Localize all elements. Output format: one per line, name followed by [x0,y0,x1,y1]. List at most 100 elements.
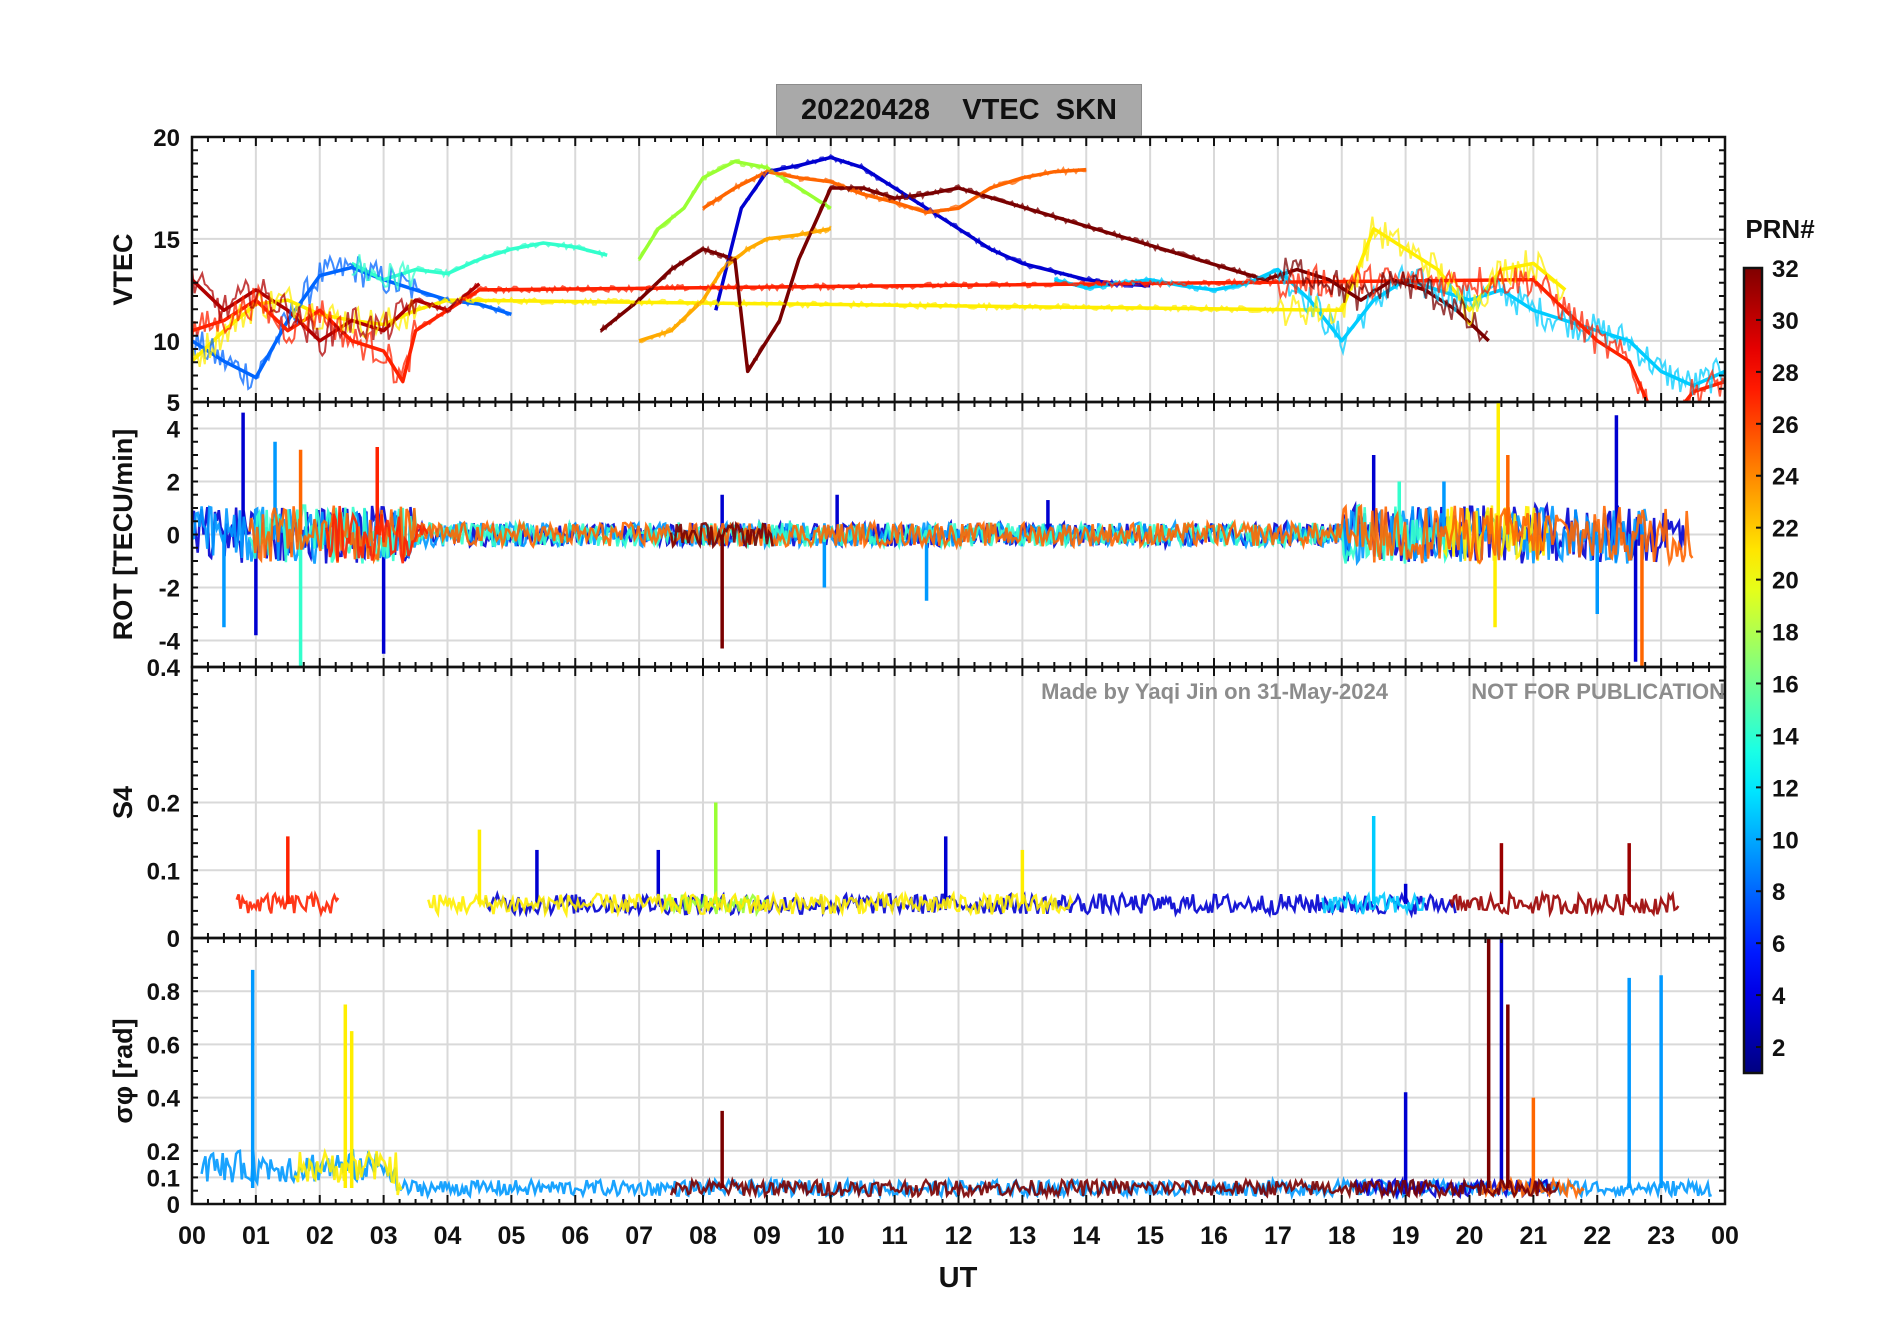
y-tick-label: 0 [167,1192,180,1219]
series-line-prn-17 [637,159,832,261]
y-tick-label: 5 [167,390,180,417]
y-tick-label: 0.2 [147,791,180,818]
colorbar-tick-label: 18 [1772,620,1799,647]
noise-trace-prn-14 [248,503,1451,564]
x-tick-label: 06 [561,1222,589,1250]
y-axis-label: σφ [rad] [108,1018,138,1123]
y-tick-label: -4 [159,629,181,656]
x-tick-label: 20 [1456,1222,1484,1250]
y-tick-label: 0.8 [147,979,180,1006]
x-tick-label: 00 [1711,1222,1739,1250]
colorbar-tick-label: 4 [1772,983,1786,1010]
x-tick-label: 08 [689,1222,717,1250]
series-detail-prn-22 [638,225,832,344]
x-tick-label: 23 [1647,1222,1675,1250]
colorbar-tick-label: 12 [1772,775,1799,802]
series-detail-prn-17 [638,158,832,262]
x-tick-label: 21 [1519,1222,1547,1250]
x-tick-label: 07 [625,1222,653,1250]
y-tick-label: 0 [167,926,180,953]
series-detail-prn-14 [351,241,606,292]
colorbar-tick-label: 22 [1772,516,1799,543]
series-detail-prn-19 [192,216,1565,368]
panel-sigma_phi: 00.10.2 0.4 0.6 0.8 σφ [rad] [108,936,1727,1219]
colorbar-tick-label: 24 [1772,464,1799,491]
y-tick-label: 20 [153,125,180,152]
y-axis-label: S4 [108,786,138,819]
x-tick-label: 14 [1072,1222,1100,1250]
y-tick-label: 0.6 [147,1032,180,1059]
x-tick-label: 15 [1136,1222,1164,1250]
x-tick-label: 22 [1583,1222,1611,1250]
colorbar-tick-label: 30 [1772,308,1799,335]
x-axis-label: UT [939,1262,978,1294]
x-tick-label: 10 [817,1222,845,1250]
x-tick-label: 00 [178,1222,206,1250]
figure-title: 20220428 VTEC SKN [776,84,1142,136]
x-tick-label: 13 [1008,1222,1036,1250]
colorbar-tick-label: 26 [1772,412,1799,439]
panel-s4: 0 0.1 0.2 0.4 S4 [108,655,1727,953]
colorbar-tick-label: 8 [1772,879,1785,906]
noise-trace-prn-32 [669,1176,1560,1201]
series-detail-prn-32 [599,183,1489,368]
title-date: 20220428 [801,93,931,126]
y-tick-label: 0.1 [147,858,180,885]
noise-trace-prn-31 [1449,889,1680,919]
colorbar-tick-label: 10 [1772,827,1799,854]
colorbar-tick-label: 28 [1772,360,1799,387]
x-tick-label: 17 [1264,1222,1292,1250]
x-axis: 00 01 02 03 04 05 06 07 08 09 10 11 12 13 14 15 16 17 18 19… [178,1222,1739,1250]
y-tick-label: -2 [159,576,180,603]
y-tick-label: 0.2 [147,1139,180,1166]
noise-trace-prn-20 [427,890,1074,919]
watermark-notice: NOT FOR PUBLICATION [1471,679,1725,704]
colorbar-tick-label: 14 [1772,723,1799,750]
colorbar-tick-label: 6 [1772,931,1785,958]
x-tick-label: 02 [306,1222,334,1250]
x-tick-label: 18 [1328,1222,1356,1250]
colorbar-label: PRN# [1745,214,1815,244]
title-station: SKN [1055,93,1117,126]
x-tick-label: 09 [753,1222,781,1250]
noise-trace-prn-19 [294,1147,403,1196]
x-tick-label: 11 [881,1222,908,1250]
noise-trace-prn-24 [248,503,1694,568]
series-detail-prn-30 [192,267,479,358]
y-tick-label: 4 [167,417,181,444]
noise-trace-prn-19 [1442,505,1549,564]
x-tick-label: 03 [370,1222,398,1250]
x-tick-label: 01 [242,1222,270,1250]
colorbar-tick-label: 20 [1772,568,1799,595]
series-detail-prn-24 [702,166,1087,216]
y-axis-label: ROT [TECU/min] [108,429,138,640]
series-detail-prn-27 [192,262,1725,402]
noise-trace-prn-11 [1321,890,1426,917]
colorbar-tick-label: 2 [1772,1035,1785,1062]
y-tick-label: 10 [153,329,180,356]
x-tick-label: 04 [434,1222,462,1250]
watermark-author: Made by Yaqi Jin on 31-May-2024 [1041,679,1389,704]
y-tick-label: 2 [167,470,180,497]
noise-trace-prn-6 [484,890,1457,919]
panel-rot: -4 -2 0 2 45 ROT [TECU/min] [108,390,1727,669]
y-axis-label: VTEC [108,233,138,305]
x-tick-label: 12 [945,1222,973,1250]
x-tick-label: 05 [497,1222,525,1250]
y-tick-label: 0.1 [147,1165,180,1192]
panel-vtec: 10 15 20 VTEC [108,125,1727,404]
colorbar-tick-label: 16 [1772,671,1799,698]
y-tick-label: 0.4 [147,655,181,682]
colorbar-gradient [1742,266,1764,1075]
y-tick-label: 15 [153,227,180,254]
title-quantity: VTEC [962,93,1040,126]
x-tick-label: 16 [1200,1222,1228,1250]
y-tick-label: 0.4 [147,1086,181,1113]
y-tick-label: 0 [167,523,180,550]
colorbar-tick-label: 32 [1772,256,1799,283]
x-tick-label: 19 [1392,1222,1420,1250]
